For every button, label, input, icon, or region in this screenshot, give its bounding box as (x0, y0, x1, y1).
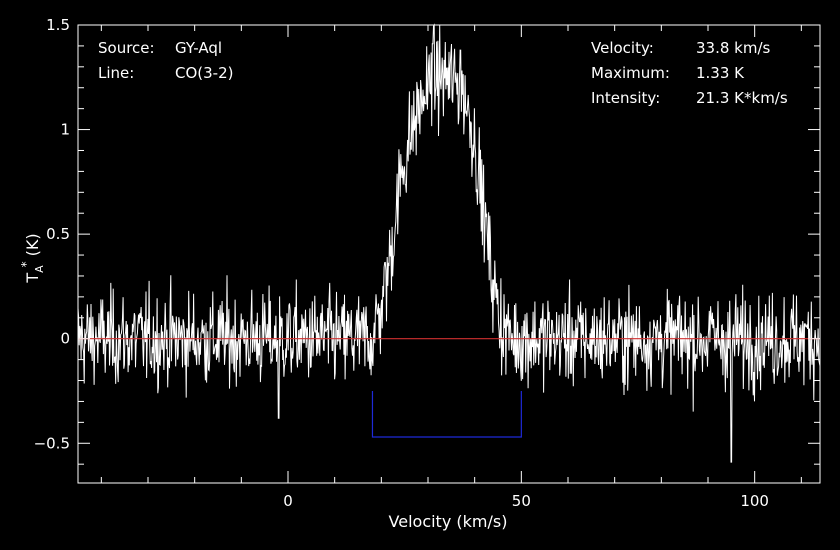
velocity-value: 33.8 km/s (696, 39, 771, 57)
maximum-label: Maximum: (591, 64, 670, 82)
y-tick-label: −0.5 (34, 434, 70, 452)
x-tick-label: 100 (740, 492, 769, 510)
source-label: Source: (98, 39, 155, 57)
spectrum-trace (77, 23, 821, 463)
svg-text:TA*(K): TA* (K) (19, 233, 46, 283)
x-axis-title: Velocity (km/s) (389, 512, 508, 531)
line-value: CO(3-2) (175, 64, 233, 82)
y-axis-title: TA* (K) (19, 233, 46, 283)
y-axis-title-sup: * (19, 261, 33, 267)
x-tick-label: 50 (512, 492, 531, 510)
y-tick-labels: 1.5 1 0.5 0 −0.5 (34, 16, 70, 452)
x-tick-label: 0 (283, 492, 293, 510)
plot-frame (77, 24, 821, 484)
y-axis-title-sub: A (33, 265, 46, 273)
maximum-value: 1.33 K (696, 64, 745, 82)
intensity-value: 21.3 K*km/s (696, 89, 788, 107)
source-value: GY-Aql (175, 39, 222, 57)
line-label: Line: (98, 64, 134, 82)
x-tick-labels: 0 50 100 (283, 492, 769, 510)
y-tick-label: 1 (60, 121, 70, 139)
integration-window-bracket (371, 390, 522, 438)
velocity-label: Velocity: (591, 39, 654, 57)
y-tick-label: 1.5 (46, 16, 70, 34)
intensity-label: Intensity: (591, 89, 660, 107)
y-tick-label: 0.5 (46, 225, 70, 243)
y-axis-title-main: T (23, 273, 42, 284)
y-axis-title-unit: (K) (23, 233, 42, 256)
y-tick-label: 0 (60, 330, 70, 348)
axis-ticks (78, 24, 820, 483)
